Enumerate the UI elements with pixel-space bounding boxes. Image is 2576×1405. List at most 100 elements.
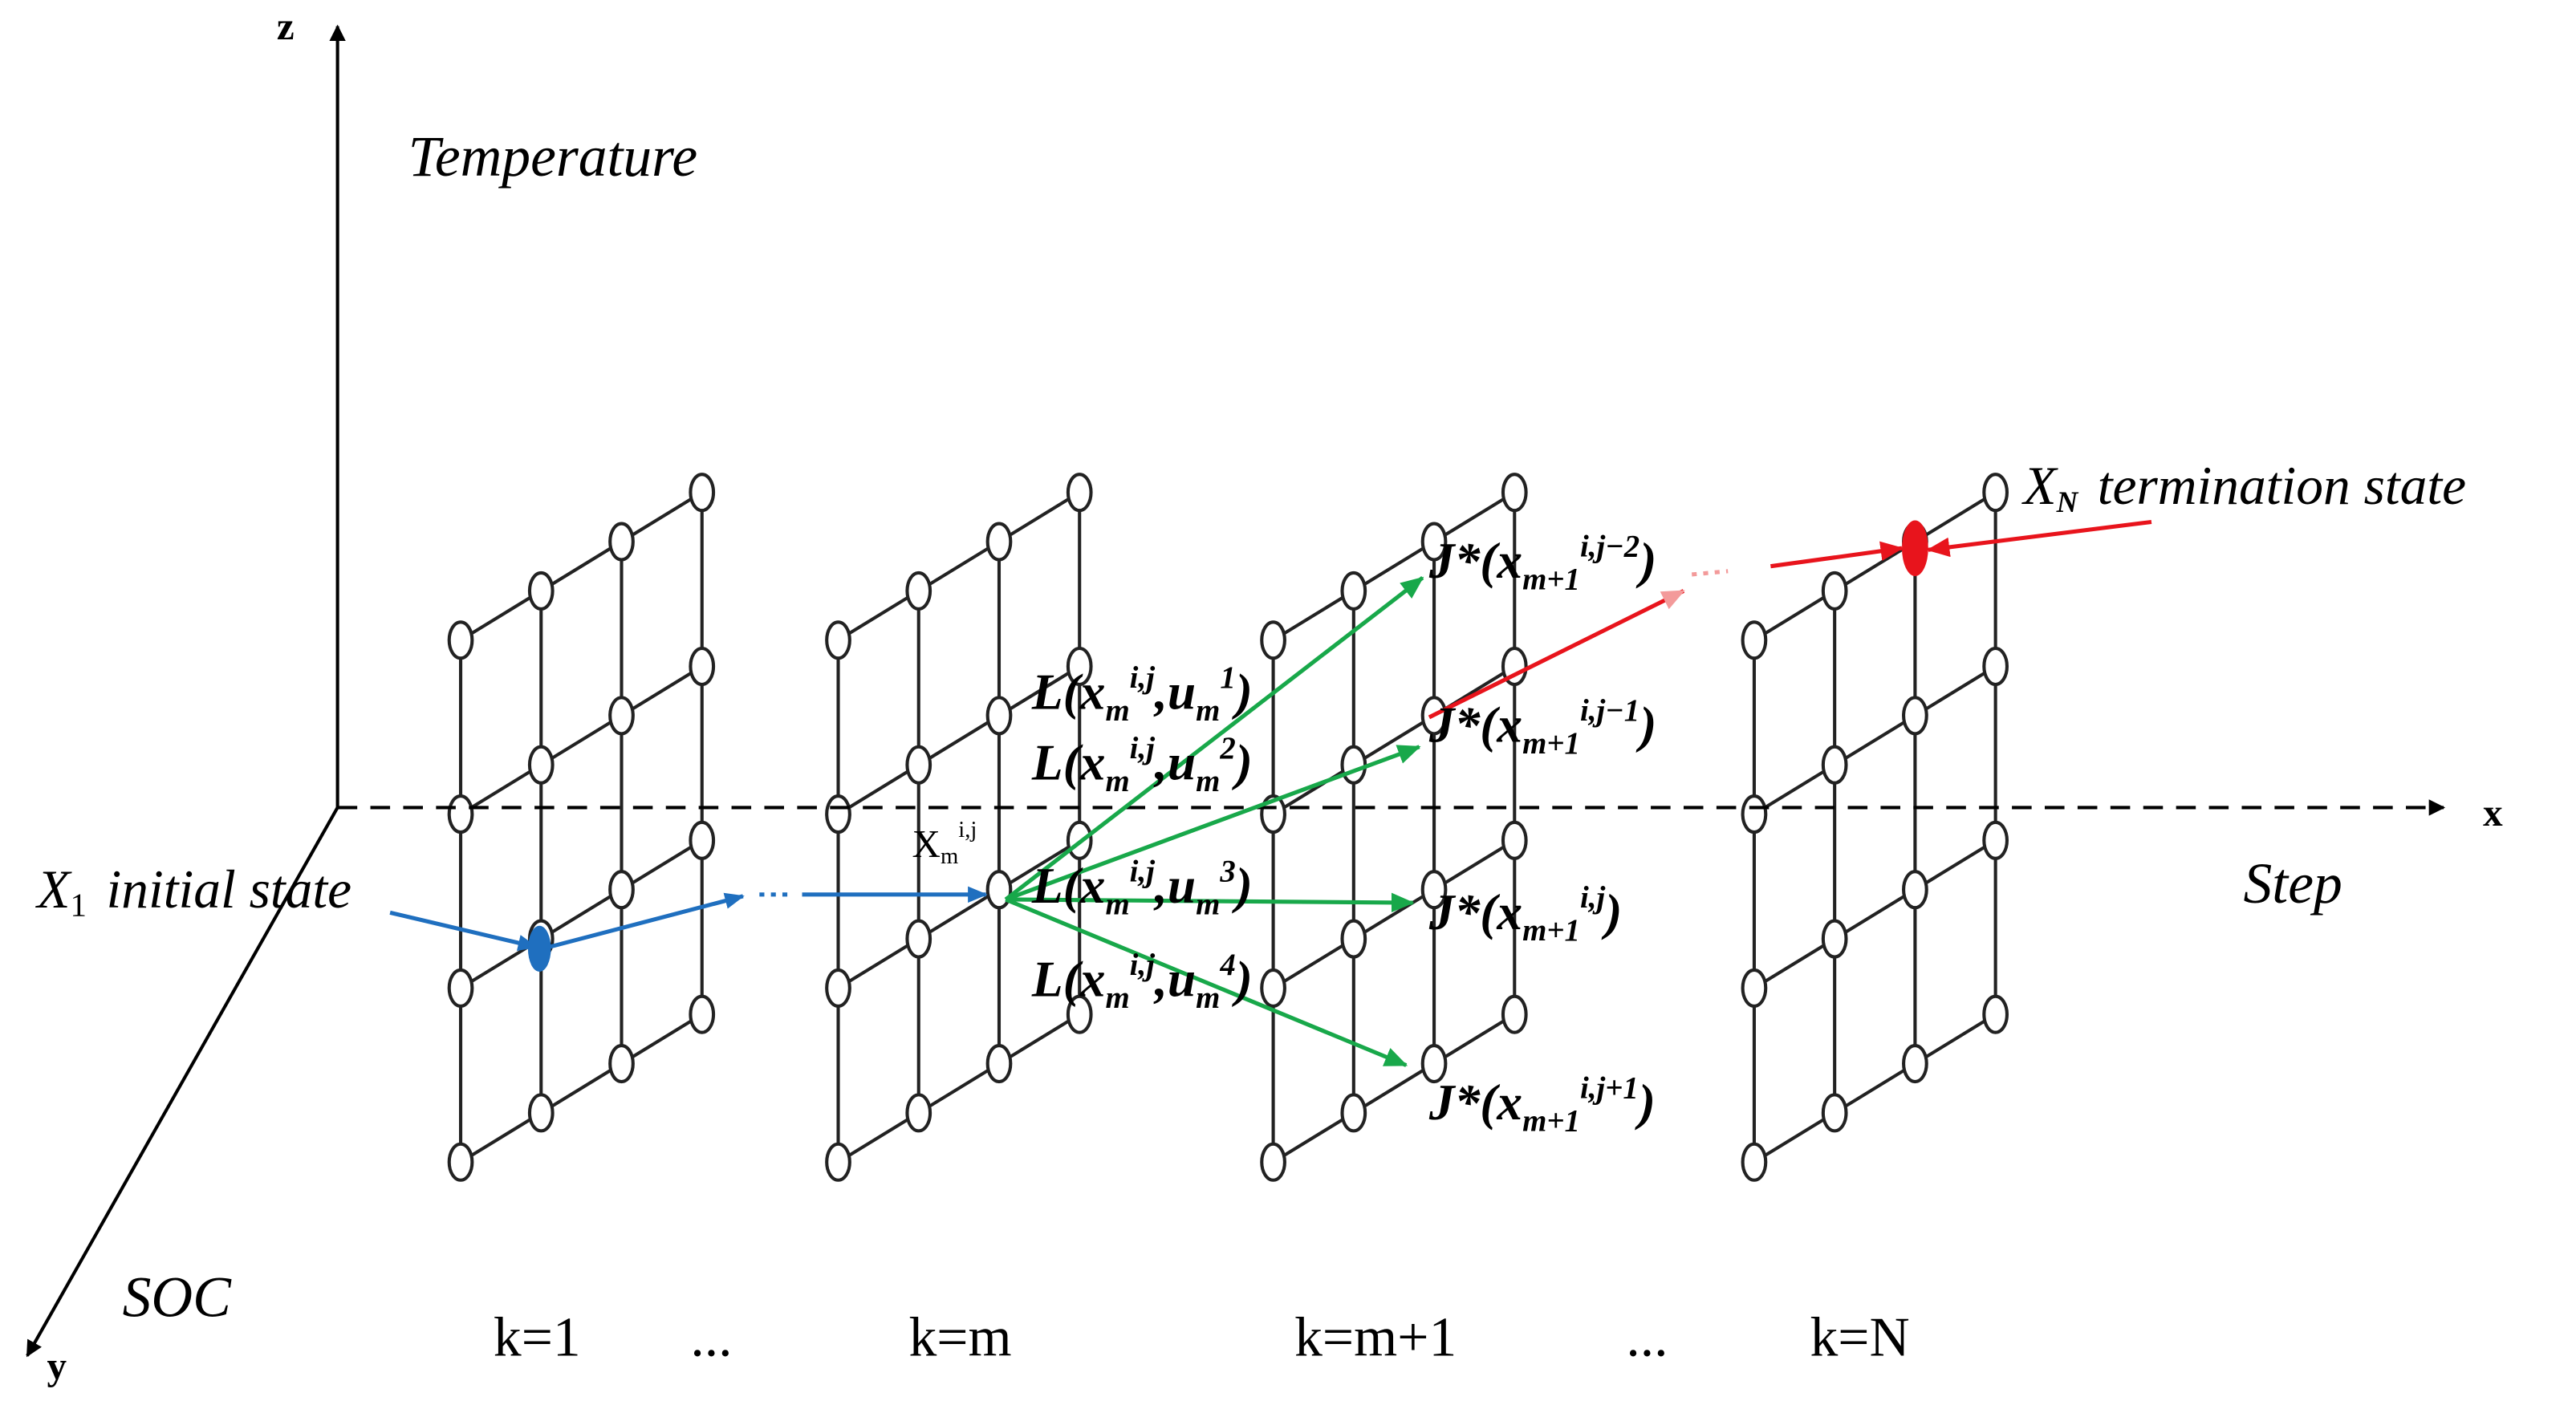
grid-node (985, 522, 1013, 562)
grid-edge (1272, 490, 1516, 642)
grid-node (1902, 696, 1928, 736)
grid-node (1420, 870, 1448, 910)
grid-edge (1272, 839, 1516, 990)
grid-node (1902, 870, 1928, 910)
grid-node (1982, 994, 2009, 1034)
grid-node (1982, 473, 2009, 513)
grid-node (985, 870, 1013, 910)
tail: ) (1635, 1074, 1656, 1131)
arrow (542, 892, 745, 951)
grid-node (1501, 820, 1528, 860)
grid-node (1066, 994, 1093, 1034)
grid-node (689, 646, 716, 687)
sep: ,u (1153, 951, 1196, 1008)
head: L(x (1031, 857, 1106, 914)
sub: m (1105, 693, 1129, 728)
grid-node (1260, 620, 1286, 660)
grid-node (985, 1043, 1013, 1084)
grid-node (1340, 571, 1367, 611)
symbol: X (2021, 456, 2058, 516)
head: X (912, 822, 941, 866)
sub: m+1 (1522, 726, 1580, 761)
grid-edge (459, 1013, 703, 1164)
grid-edge (1272, 1013, 1516, 1164)
grid-node (1260, 1142, 1286, 1182)
grid-node (447, 968, 474, 1008)
grid-edge (837, 839, 1081, 990)
grid-edge (837, 490, 1081, 642)
node-label: Xmi,j (912, 817, 977, 869)
grid-node (825, 968, 851, 1008)
stage-label: ... (1626, 1307, 1668, 1369)
grid-node (1066, 473, 1093, 513)
head: J*(x (1428, 696, 1522, 753)
arrow (1926, 519, 2152, 558)
head: J*(x (1428, 532, 1522, 589)
formula: J*(xm+1i,j) (1428, 880, 1622, 948)
arrows (389, 519, 2152, 1067)
grids (447, 473, 2009, 1182)
arrow (1770, 541, 1904, 569)
grid-node (1260, 968, 1286, 1008)
text: termination state (2098, 456, 2466, 516)
grid (1260, 473, 1528, 1182)
axes (26, 24, 2446, 1358)
formula: L(xmi,j,um4) (1031, 948, 1253, 1015)
grid-node (689, 820, 716, 860)
grid-edge (459, 664, 703, 816)
initial-label: X1 initial state (35, 859, 351, 923)
grid-node (447, 620, 474, 660)
grid-node (447, 1142, 474, 1182)
formula: L(xmi,j,um1) (1031, 660, 1253, 728)
sub: m (941, 843, 958, 869)
grid-node (985, 696, 1013, 736)
grid-node (1741, 794, 1768, 834)
sup: i,j (958, 817, 977, 843)
grid-node (1260, 794, 1286, 834)
head: J*(x (1428, 1074, 1522, 1131)
grid-node (1741, 620, 1768, 660)
initial-node (527, 925, 551, 972)
step-label: Step (2244, 852, 2342, 916)
formula: L(xmi,j,um3) (1031, 854, 1253, 921)
grid-node (905, 1093, 932, 1133)
sep: ,u (1153, 857, 1196, 914)
grid-node (1501, 994, 1528, 1034)
grid-node (689, 994, 716, 1034)
arrow (1004, 576, 1424, 901)
arrow (1428, 589, 1685, 720)
grid-node (527, 1093, 555, 1133)
stage-label: k=1 (494, 1307, 581, 1369)
grid-node (1741, 1142, 1768, 1182)
sup: i,j−1 (1580, 693, 1639, 728)
grid-node (1821, 745, 1848, 785)
y-axis (26, 806, 339, 1358)
stage-label: k=N (1810, 1307, 1909, 1369)
grid-edge (837, 664, 1081, 816)
sup: i,j−2 (1580, 529, 1639, 563)
terminal-label: XN termination state (2021, 456, 2466, 518)
grid-node (527, 745, 555, 785)
tail: ) (1232, 734, 1253, 791)
tail: ) (1635, 696, 1656, 753)
sub2: m (1196, 887, 1220, 921)
grid-node (905, 919, 932, 959)
grid-node (1340, 919, 1367, 959)
x-label: x (2483, 790, 2503, 834)
formulas: L(xmi,j,um1)L(xmi,j,um2)L(xmi,j,um3)L(xm… (1031, 529, 1656, 1138)
grid-edge (1753, 490, 1997, 642)
arrow (1005, 745, 1421, 902)
grid-node (1501, 646, 1528, 687)
grid-node (1420, 1043, 1448, 1084)
grid-node (1982, 646, 2009, 687)
grid-node (1340, 1093, 1367, 1133)
formula: L(xmi,j,um2) (1031, 731, 1253, 798)
terminal-node (1902, 520, 1928, 576)
grid-node (1821, 571, 1848, 611)
grid (447, 473, 716, 1182)
dots (1691, 569, 1729, 577)
grid-node (608, 522, 635, 562)
sub2: m (1196, 981, 1220, 1015)
grid (825, 473, 1093, 1182)
